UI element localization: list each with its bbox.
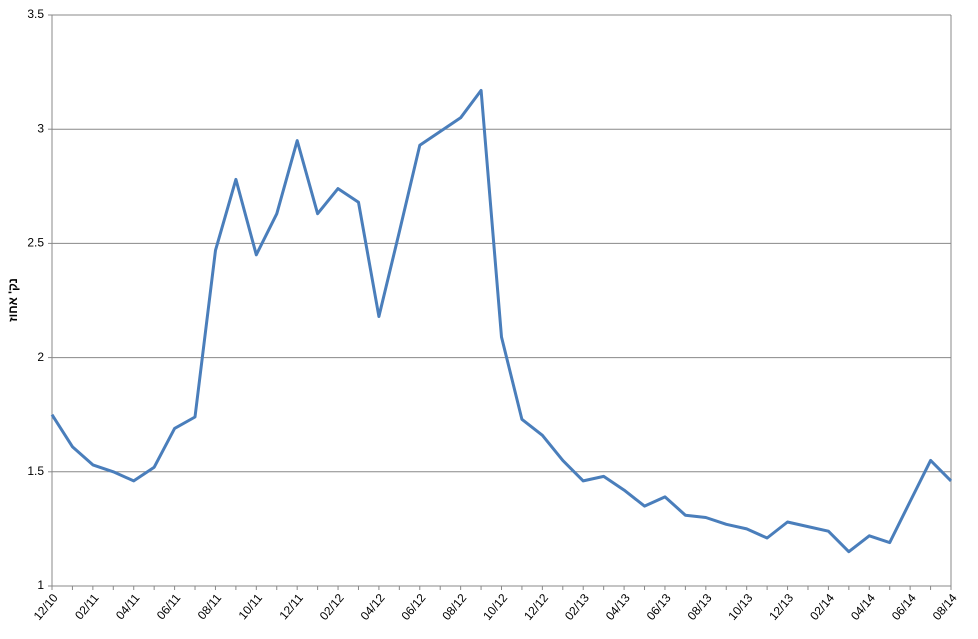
x-tick-label: 10/12	[480, 591, 510, 623]
y-axis-label: נק' אחוז	[6, 278, 20, 322]
x-tick-label: 10/11	[236, 591, 266, 623]
y-tick-label: 3.5	[27, 7, 44, 21]
x-tick-label: 08/13	[685, 591, 715, 623]
y-tick-label: 2	[37, 350, 44, 364]
x-tick-label: 08/14	[930, 591, 960, 623]
x-tick-label: 12/11	[276, 591, 306, 623]
x-tick-label: 04/14	[848, 591, 878, 623]
x-tick-label: 12/12	[521, 591, 551, 623]
x-tick-label: 06/11	[154, 591, 184, 623]
x-tick-label: 06/13	[644, 591, 674, 623]
y-tick-label: 2.5	[27, 236, 44, 250]
x-tick-label: 02/12	[317, 591, 347, 623]
line-series	[50, 88, 953, 554]
x-tick-label: 02/11	[72, 591, 102, 623]
y-tick-label: 1	[37, 578, 44, 592]
x-tick-label: 02/13	[562, 591, 592, 623]
x-tick-label: 04/11	[113, 591, 143, 623]
x-tick-label: 06/12	[398, 591, 428, 623]
x-tick-label: 04/12	[358, 591, 388, 623]
x-tick-label: 02/14	[807, 591, 837, 623]
x-tick-label: 06/14	[889, 591, 919, 623]
y-tick-label: 1.5	[27, 464, 44, 478]
x-tick-label: 08/11	[195, 591, 225, 623]
x-tick-label: 04/13	[603, 591, 633, 623]
x-tick-label: 10/13	[725, 591, 755, 623]
x-tick-label: 12/10	[31, 591, 61, 623]
x-tick-label: 12/13	[766, 591, 796, 623]
x-tick-label: 08/12	[439, 591, 469, 623]
y-tick-label: 3	[37, 121, 44, 135]
